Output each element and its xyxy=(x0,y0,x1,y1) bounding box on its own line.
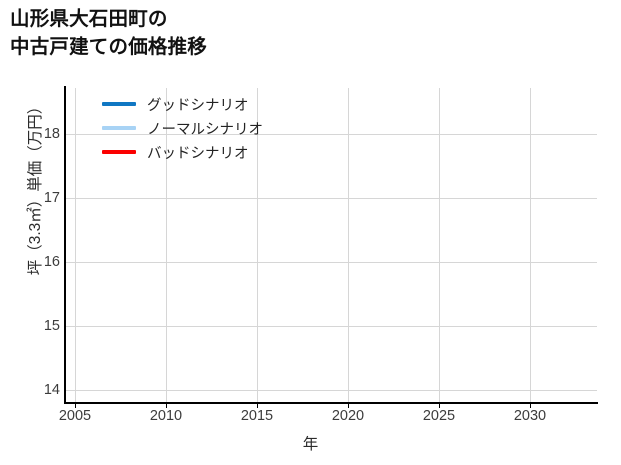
legend-item-bad: バッドシナリオ xyxy=(102,140,332,164)
gridline-y-14 xyxy=(65,390,597,391)
gridline-y-15 xyxy=(65,326,597,327)
chart-legend: グッドシナリオ ノーマルシナリオ バッドシナリオ xyxy=(102,92,332,164)
y-axis-spine xyxy=(64,86,66,404)
x-tick-2005 xyxy=(75,404,76,408)
y-axis-title: 坪（3.3㎡）単価（万円） xyxy=(27,98,44,276)
gridline-y-18 xyxy=(65,134,597,135)
x-axis-spine xyxy=(64,402,598,404)
y-tick-label-14: 14 xyxy=(43,382,60,398)
plot-area xyxy=(65,88,597,402)
gridline-x-2025 xyxy=(439,88,440,402)
gridline-y-17 xyxy=(65,198,597,199)
y-tick-label-17: 17 xyxy=(43,190,60,206)
plot-background xyxy=(65,88,597,402)
x-tick-2010 xyxy=(166,404,167,408)
page-title: 山形県大石田町の 中古戸建ての価格推移 xyxy=(10,8,208,58)
gridline-x-2010 xyxy=(166,88,167,402)
x-tick-label-2015: 2015 xyxy=(240,408,274,424)
y-tick-label-15: 15 xyxy=(43,318,60,334)
gridline-y-16 xyxy=(65,262,597,263)
legend-label-normal: ノーマルシナリオ xyxy=(147,121,263,138)
y-tick-label-16: 16 xyxy=(43,254,60,270)
x-tick-label-2005: 2005 xyxy=(58,408,92,424)
x-tick-label-2020: 2020 xyxy=(331,408,365,424)
legend-swatch-good xyxy=(102,102,136,106)
legend-swatch-normal xyxy=(102,126,136,130)
gridline-x-2030 xyxy=(530,88,531,402)
legend-item-good: グッドシナリオ xyxy=(102,92,332,116)
gridline-x-2020 xyxy=(348,88,349,402)
legend-swatch-bad xyxy=(102,150,136,154)
x-tick-2030 xyxy=(530,404,531,408)
x-tick-label-2025: 2025 xyxy=(422,408,456,424)
x-tick-label-2030: 2030 xyxy=(513,408,547,424)
y-tick-label-18: 18 xyxy=(43,126,60,142)
gridline-x-2015 xyxy=(257,88,258,402)
x-tick-2015 xyxy=(257,404,258,408)
x-tick-2020 xyxy=(348,404,349,408)
legend-label-good: グッドシナリオ xyxy=(147,97,249,114)
x-tick-2025 xyxy=(439,404,440,408)
legend-label-bad: バッドシナリオ xyxy=(147,145,249,162)
gridline-x-2005 xyxy=(75,88,76,402)
x-axis-title: 年 xyxy=(302,436,319,453)
legend-item-normal: ノーマルシナリオ xyxy=(102,116,332,140)
y-axis-tick-labels: 14 15 16 17 18 xyxy=(12,0,60,465)
x-tick-label-2010: 2010 xyxy=(149,408,183,424)
